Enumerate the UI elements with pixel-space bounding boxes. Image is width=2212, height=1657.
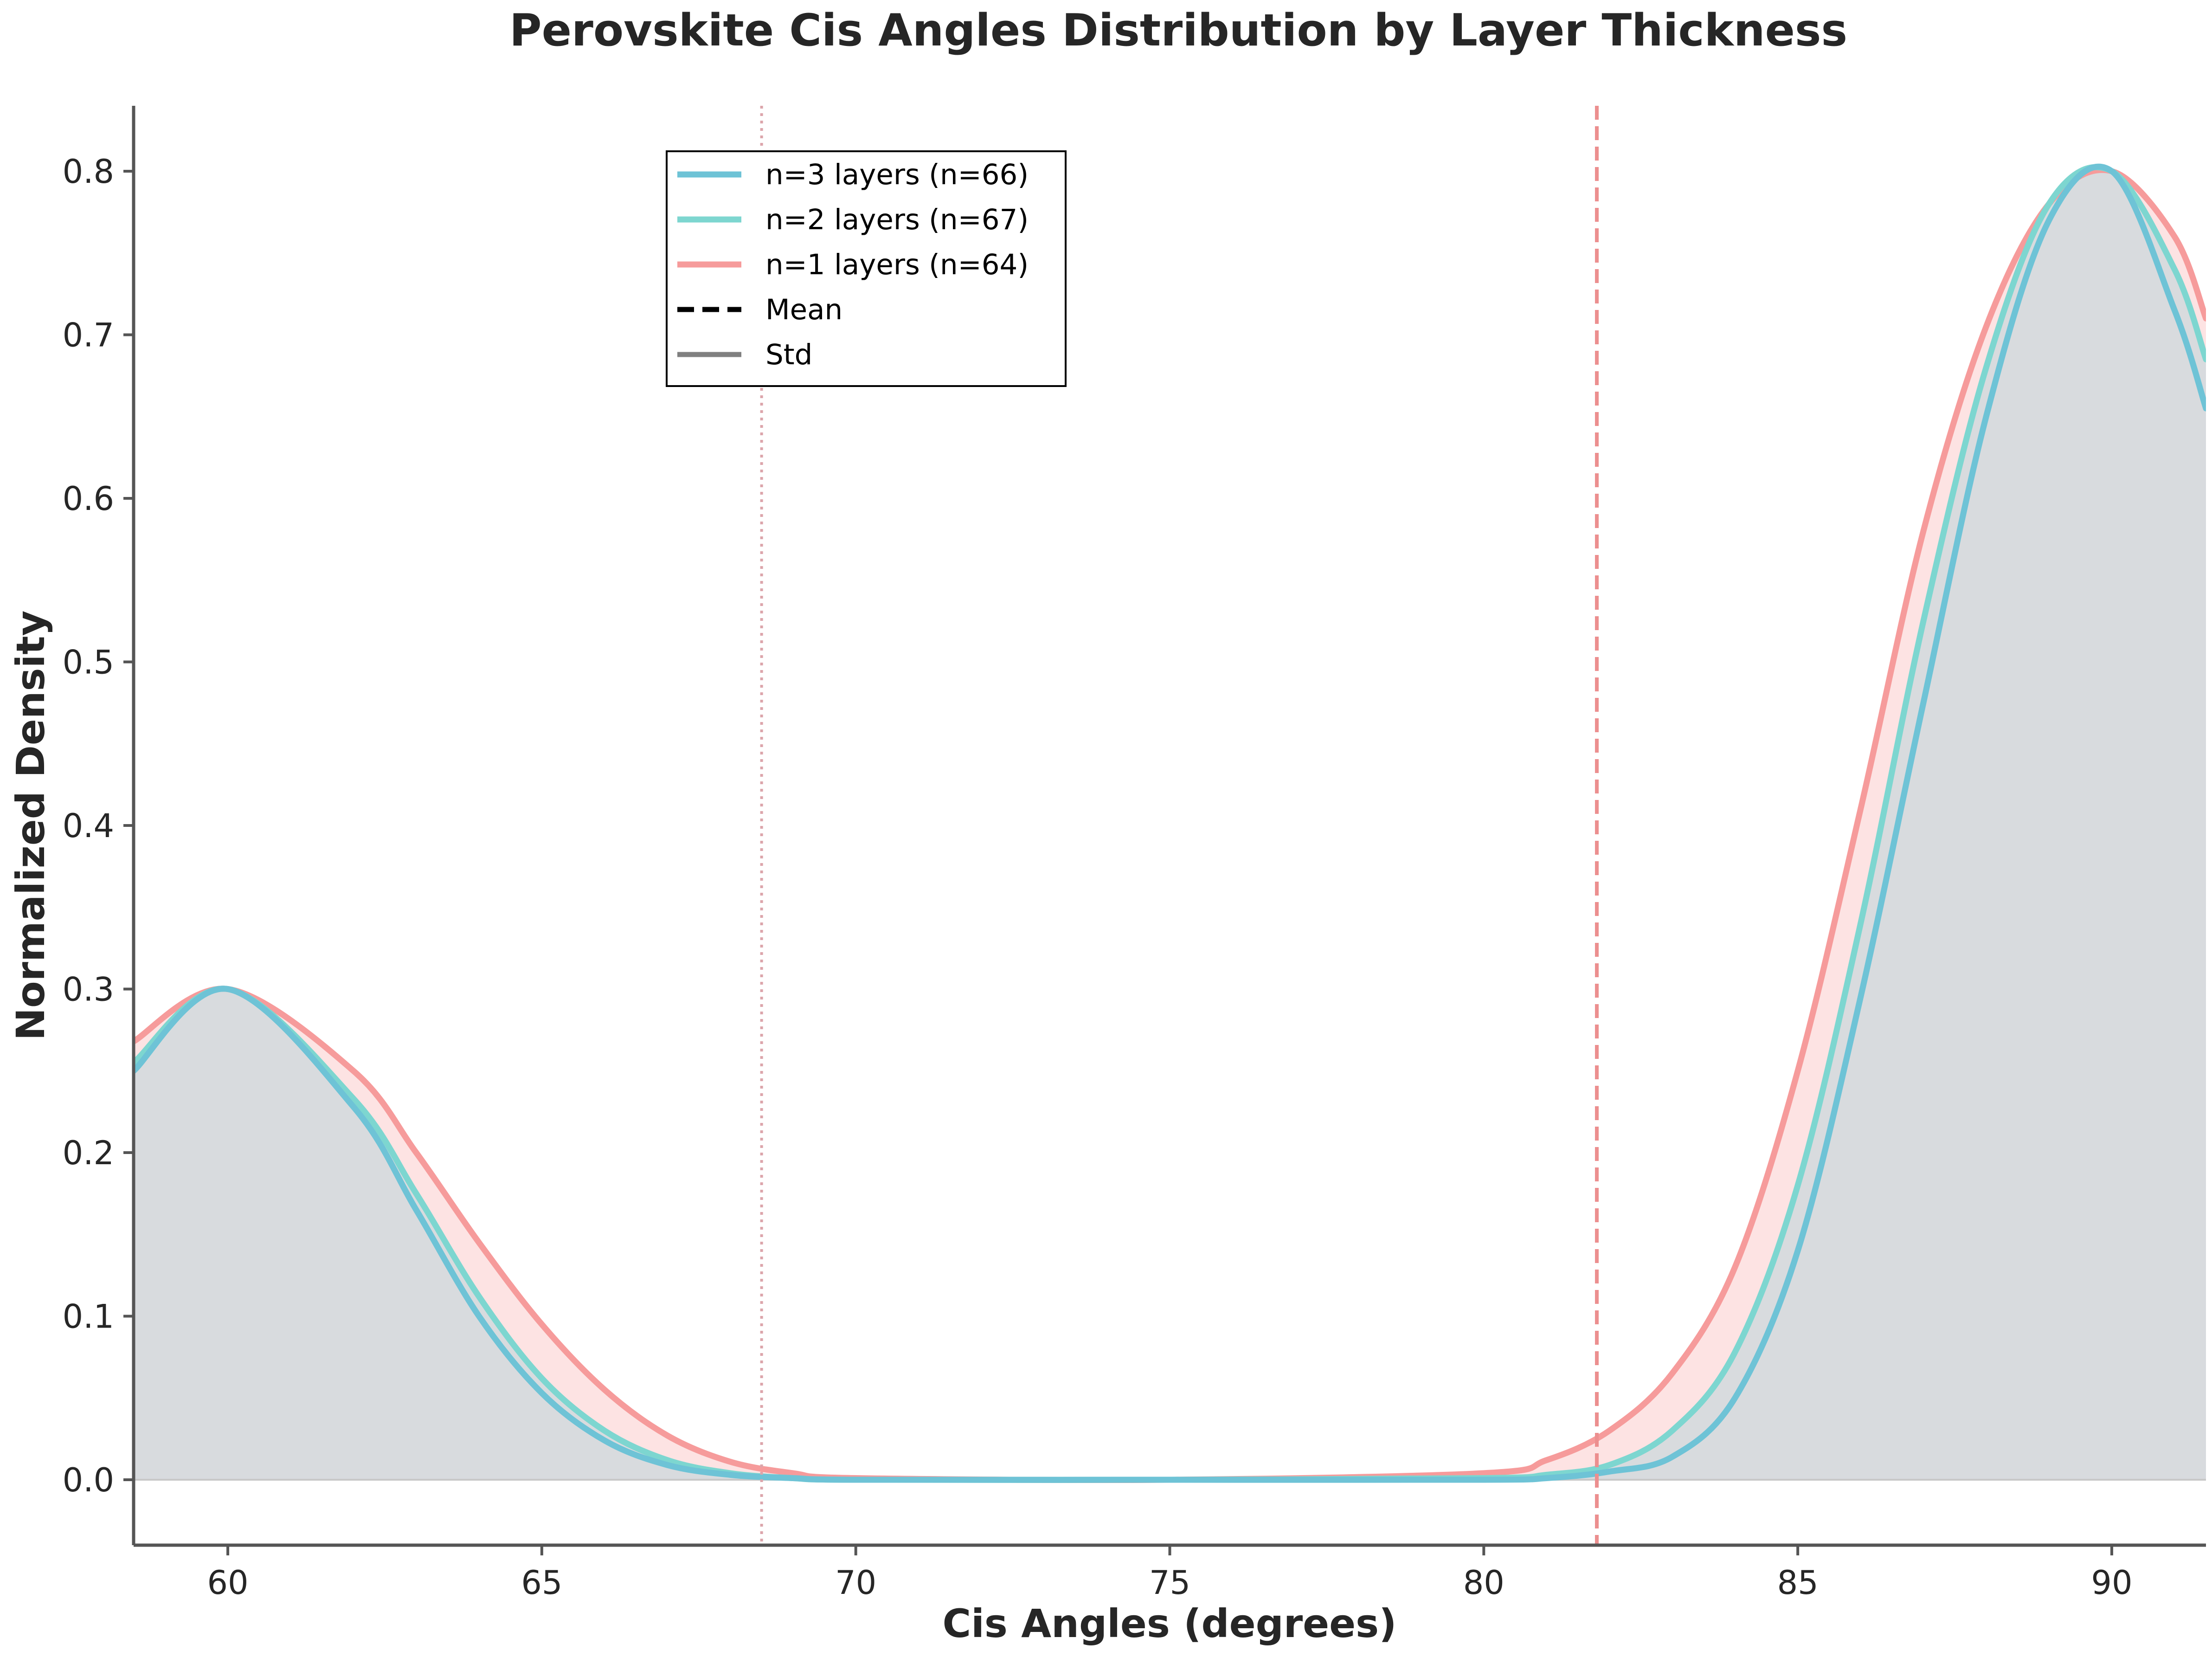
legend-label: n=1 layers (n=64) (765, 248, 1029, 281)
y-tick-label: 0.1 (63, 1298, 114, 1336)
y-tick-label: 0.8 (63, 153, 114, 191)
y-tick-label: 0.6 (63, 480, 114, 518)
chart-title: Perovskite Cis Angles Distribution by La… (509, 5, 1847, 56)
y-tick-label: 0.7 (63, 316, 114, 355)
x-tick-label: 70 (835, 1564, 876, 1602)
legend-label: Mean (765, 293, 842, 326)
x-axis-label: Cis Angles (degrees) (942, 1601, 1396, 1646)
x-tick-label: 80 (1463, 1564, 1505, 1602)
series-line-1 (134, 163, 2206, 1483)
x-tick-label: 65 (521, 1564, 562, 1602)
x-tick-label: 90 (2091, 1564, 2132, 1602)
x-tick-label: 75 (1149, 1564, 1190, 1602)
legend-frame (666, 150, 1067, 387)
y-tick-label: 0.5 (63, 644, 114, 682)
series-fill-1 (134, 167, 2206, 1480)
y-tick-label: 0.3 (63, 971, 114, 1009)
y-tick-label: 0.0 (63, 1461, 114, 1499)
legend-label: n=3 layers (n=66) (765, 158, 1029, 191)
series-line-3 (134, 167, 2206, 1483)
legend-label: n=2 layers (n=67) (765, 203, 1029, 236)
y-tick-label: 0.2 (63, 1134, 114, 1172)
series-lines-layer (134, 163, 2206, 1483)
ticks-layer: 60 65 70 75 80 85 90 0.0 0.1 0.2 0.3 0.4 0.5 0.6 0.7 0.… (63, 153, 2133, 1602)
y-axis-label: Normalized Density (8, 611, 53, 1041)
legend: n=3 layers (n=66) n=2 layers (n=67) n=1 la… (666, 150, 1067, 387)
legend-label: Std (765, 338, 812, 371)
y-tick-label: 0.4 (63, 807, 114, 845)
x-tick-label: 60 (207, 1564, 249, 1602)
x-tick-label: 85 (1777, 1564, 1819, 1602)
